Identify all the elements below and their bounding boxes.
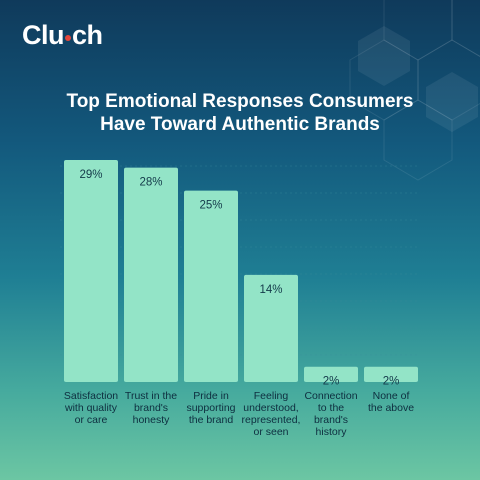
value-label-3: 25%: [199, 200, 222, 212]
chart-title: Top Emotional Responses Consumers Have T…: [0, 90, 480, 136]
bar-5: [304, 366, 358, 382]
category-label-line: represented,: [241, 414, 301, 426]
bar-6: [364, 366, 418, 382]
category-label-line: supporting: [186, 402, 236, 414]
category-label-2: Trust in the brand's honesty: [118, 390, 184, 426]
category-label-line: Connection: [304, 390, 358, 402]
category-label-line: Satisfaction: [63, 390, 119, 402]
logo-text-end: ch: [72, 20, 103, 50]
category-label-line: or care: [74, 414, 108, 426]
bar-3: [184, 190, 238, 382]
category-label-line: Feeling: [253, 390, 289, 402]
category-label-line: honesty: [132, 414, 170, 426]
category-label-3: Pride in supporting the brand: [178, 390, 244, 426]
value-label-1: 29%: [79, 169, 102, 181]
category-label-1: Satisfaction with quality or care: [58, 390, 124, 426]
bar-2: [124, 167, 178, 382]
category-label-line: to the: [317, 402, 345, 414]
category-label-line: Trust in the: [124, 390, 178, 402]
bar-4: [244, 274, 298, 382]
category-label-line: history: [315, 426, 347, 438]
chart-title-line-1: Top Emotional Responses Consumers: [66, 91, 414, 112]
category-label-line: None of: [372, 390, 410, 402]
category-label-6: None of the above: [358, 390, 424, 414]
chart-title-line-2: Have Toward Authentic Brands: [100, 114, 380, 135]
logo-dot-icon: [65, 35, 71, 41]
category-label-line: understood,: [243, 402, 299, 414]
category-label-5: Connection to the brand's history: [298, 390, 364, 438]
category-label-4: Feeling understood, represented, or seen: [238, 390, 304, 438]
clutch-logo: Clu ch: [22, 22, 103, 49]
category-label-line: brand's: [313, 414, 349, 426]
category-label-line: with quality: [65, 402, 117, 414]
bar-1: [64, 160, 118, 382]
category-label-line: Pride in: [193, 390, 229, 402]
logo-text-start: Clu: [22, 20, 65, 50]
category-label-line: the above: [367, 402, 415, 414]
value-label-5: 2%: [323, 376, 340, 388]
category-label-line: the brand: [188, 414, 234, 426]
category-label-line: or seen: [253, 426, 289, 438]
value-label-6: 2%: [383, 376, 400, 388]
value-label-4: 14%: [259, 284, 282, 296]
value-label-2: 28%: [139, 177, 162, 189]
category-label-line: brand's: [133, 402, 169, 414]
